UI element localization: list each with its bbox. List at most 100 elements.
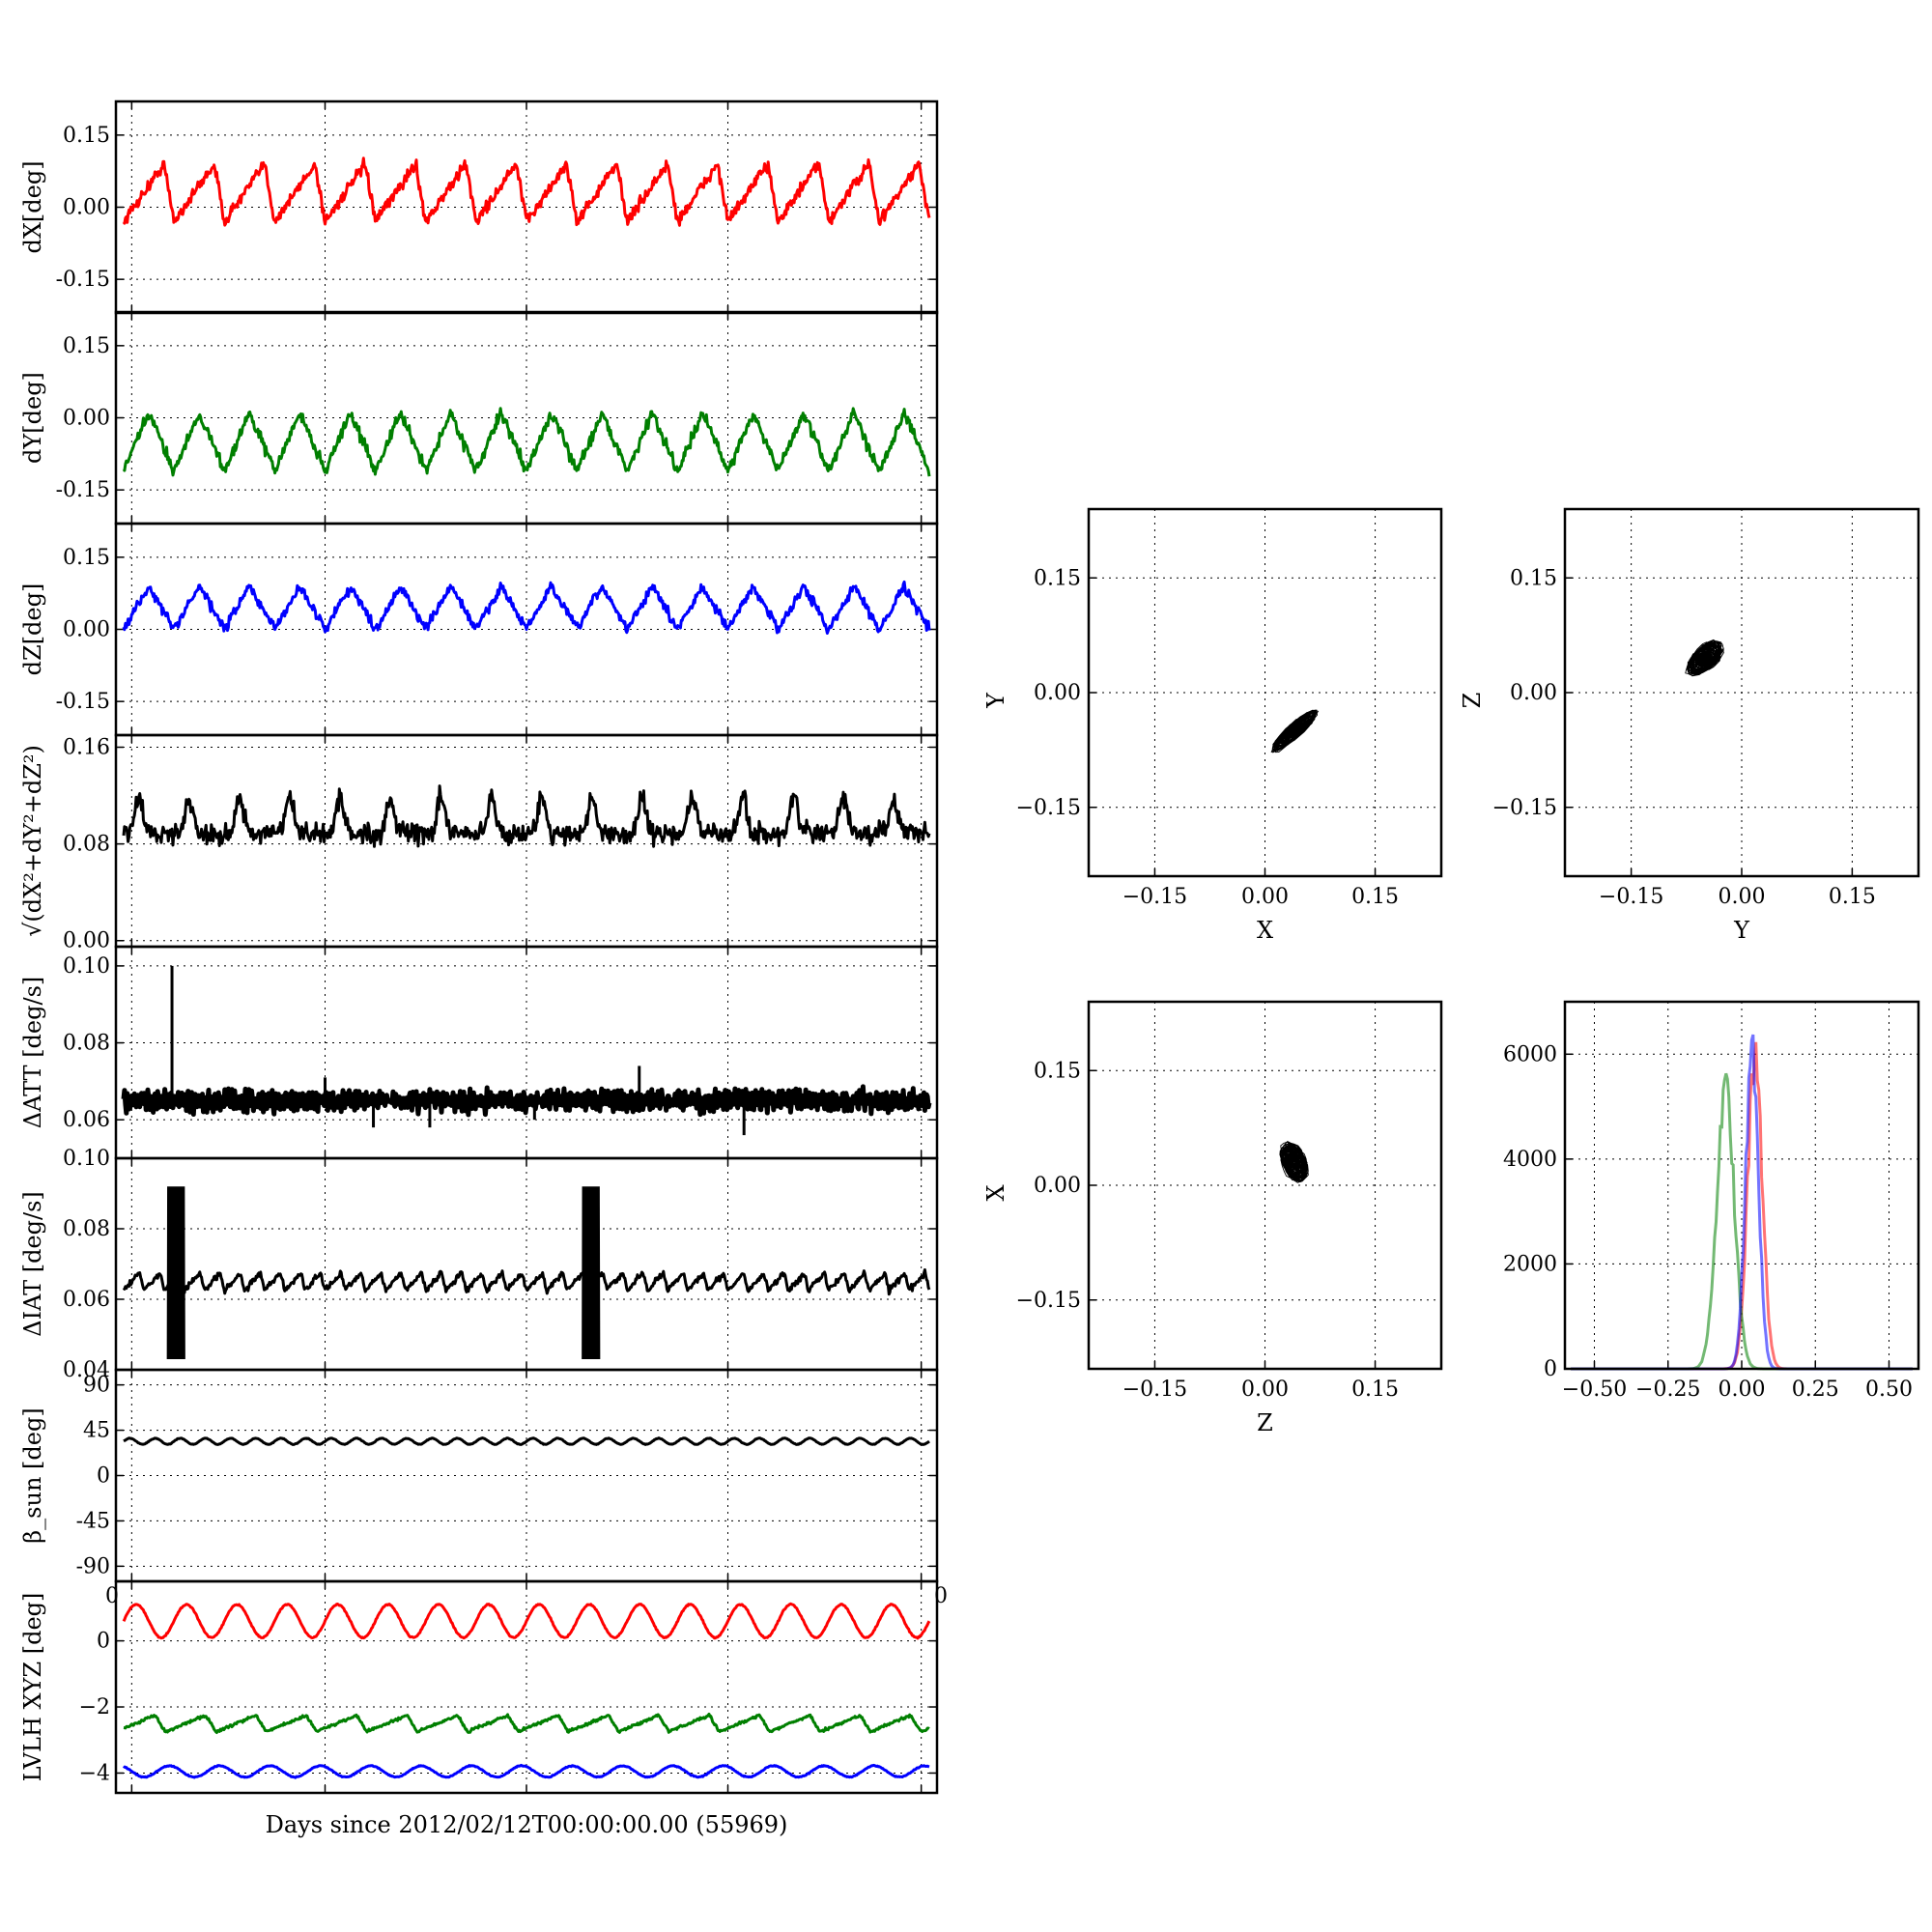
y-tick-label: 0.00	[63, 929, 110, 953]
y-axis-label: dY[deg]	[19, 372, 46, 464]
x-tick-label: 0.15	[1351, 885, 1399, 909]
y-tick-label: 0	[1544, 1357, 1557, 1381]
series-line-diat	[122, 1268, 931, 1296]
panel-datt: 0.10 0.08 0.06 ΔATT [deg/s]	[19, 945, 939, 1160]
panel-frame	[114, 945, 939, 1160]
y-tick-label: 0.15	[63, 546, 110, 570]
y-axis-label: β_sun [deg]	[19, 1407, 46, 1543]
panel-frame	[1087, 1000, 1443, 1371]
y-tick-label: -45	[76, 1509, 110, 1533]
series-line-mag	[122, 784, 931, 848]
y-axis-label: ΔATT [deg/s]	[19, 977, 46, 1129]
x-axis-label: Y	[1733, 917, 1750, 944]
y-tick-label: 0.00	[63, 196, 110, 220]
x-axis-label: X	[1257, 917, 1273, 944]
series-line-lvlh	[123, 1712, 930, 1734]
series-line-dy	[122, 407, 931, 477]
y-tick-label: 0.00	[1034, 681, 1081, 705]
panel-frame	[1087, 507, 1443, 878]
y-tick-label: −2	[79, 1695, 110, 1719]
x-tick-label: 0.15	[1829, 885, 1876, 909]
panel-frame	[114, 1579, 939, 1795]
y-tick-label: 0.00	[1034, 1174, 1081, 1198]
trajectory-xy	[1270, 709, 1320, 753]
y-tick-label: 2000	[1503, 1252, 1557, 1276]
y-tick-label: −0.15	[1016, 1289, 1081, 1313]
x-tick-label: 0.00	[1719, 885, 1766, 909]
y-axis-label: dX[deg]	[19, 160, 46, 253]
panel-frame	[1563, 1000, 1920, 1371]
scatter-xy: −0.15 −0.15 0.00 0.00 0.15 0.15 X Y	[982, 507, 1443, 944]
y-tick-label: 0.04	[63, 1358, 110, 1382]
x-tick-label: 0.00	[1241, 1378, 1289, 1402]
x-tick-label: 0.00	[1719, 1378, 1766, 1402]
y-axis-label: ΔIAT [deg/s]	[19, 1191, 46, 1337]
panel-diat: 0.10 0.08 0.06 0.04 ΔIAT [deg/s]	[19, 1147, 939, 1382]
x-tick-label: 0.00	[1241, 885, 1289, 909]
panel-lvlh: 0 −2 −4 LVLH XYZ [deg] Days since 2012/02/12…	[19, 1579, 939, 1838]
y-tick-label: -0.15	[56, 478, 110, 502]
series-line-beta	[123, 1436, 930, 1446]
series-line-dz	[122, 580, 931, 635]
x-tick-label: −0.15	[1122, 885, 1187, 909]
scatter-yz: −0.15 −0.15 0.00 0.00 0.15 0.15 Y Z	[1459, 507, 1920, 944]
scatter-zx: −0.15 −0.15 0.00 0.00 0.15 0.15 Z X	[982, 1000, 1443, 1436]
y-tick-label: −0.15	[1016, 796, 1081, 820]
histogram-panel: −0.50 −0.25 0.00 0.25 0.50 6000 4000 2000 0	[1503, 1000, 1920, 1402]
x-axis-label: Z	[1257, 1409, 1273, 1436]
x-tick-label: −0.50	[1562, 1378, 1627, 1402]
y-tick-label: 0.06	[63, 1288, 110, 1312]
y-tick-label: 0.15	[1034, 1059, 1081, 1083]
burst-mark	[582, 1186, 601, 1360]
y-tick-label: 0.00	[1510, 681, 1557, 705]
y-tick-label: 0.08	[63, 1032, 110, 1056]
trajectory-yz	[1685, 639, 1724, 677]
panel-frame	[114, 1156, 939, 1372]
y-tick-label: 0.16	[63, 736, 110, 760]
y-tick-label: 0.10	[63, 1147, 110, 1171]
y-tick-label: 0.00	[63, 407, 110, 431]
panel-frame	[1563, 507, 1920, 878]
y-tick-label: 45	[83, 1419, 110, 1443]
series-line-datt	[121, 1084, 932, 1118]
y-axis-label: Z	[1459, 693, 1486, 709]
y-tick-label: 0.10	[63, 954, 110, 979]
y-axis-label: Y	[982, 692, 1009, 709]
y-axis-label: √(dX²+dY²+dZ²)	[19, 745, 46, 937]
y-tick-label: 0.08	[63, 1217, 110, 1241]
panel-dx: 0.15 0.00 -0.15 dX[deg]	[19, 99, 939, 315]
y-tick-label: -0.15	[56, 268, 110, 292]
y-axis-label: dZ[deg]	[19, 583, 46, 676]
y-tick-label: 0.15	[63, 124, 110, 148]
y-tick-label: 0.15	[1034, 566, 1081, 590]
panel-dz: 0.15 0.00 -0.15 dZ[deg]	[19, 522, 939, 737]
y-tick-label: 90	[83, 1374, 110, 1398]
y-axis-label: LVLH XYZ [deg]	[19, 1593, 46, 1782]
y-tick-label: -90	[76, 1554, 110, 1578]
y-tick-label: 0.00	[63, 618, 110, 642]
y-tick-label: −0.15	[1492, 796, 1557, 820]
burst-mark	[166, 1186, 185, 1360]
x-tick-label: 0.50	[1865, 1378, 1913, 1402]
y-tick-label: 0.15	[1510, 566, 1557, 590]
x-tick-label: 0.15	[1351, 1378, 1399, 1402]
y-tick-label: 0.08	[63, 833, 110, 857]
trajectory-zx	[1279, 1141, 1309, 1183]
y-tick-label: −4	[79, 1761, 110, 1785]
y-tick-label: 0.06	[63, 1108, 110, 1132]
x-axis-label: Days since 2012/02/12T00:00:00.00 (55969…	[266, 1811, 788, 1838]
y-tick-label: 0.15	[63, 334, 110, 358]
y-tick-label: 6000	[1503, 1042, 1557, 1066]
y-tick-label: 0	[97, 1630, 110, 1654]
y-tick-label: 0	[97, 1464, 110, 1489]
x-tick-label: −0.15	[1122, 1378, 1187, 1402]
series-line-lvlh	[122, 1602, 931, 1640]
x-tick-label: 0.25	[1792, 1378, 1839, 1402]
y-tick-label: 4000	[1503, 1148, 1557, 1172]
x-tick-label: −0.25	[1635, 1378, 1700, 1402]
series-line-lvlh	[122, 1763, 930, 1779]
panel-dy: 0.15 0.00 -0.15 dY[deg]	[19, 310, 939, 526]
series-line-dx	[122, 156, 931, 227]
